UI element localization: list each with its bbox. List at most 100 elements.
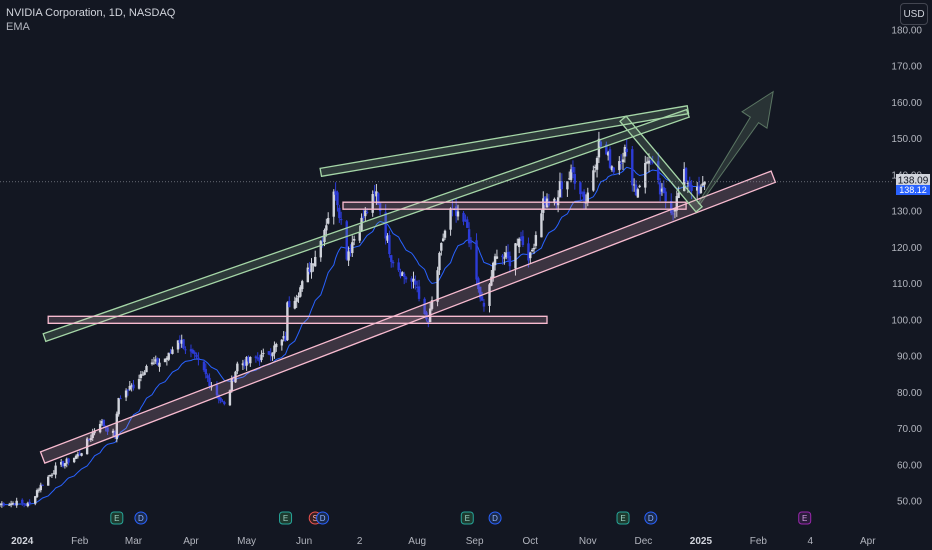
mid-range-band[interactable]	[47, 315, 548, 324]
candle-body	[449, 208, 452, 230]
event-marker-e[interactable]: E	[279, 511, 293, 525]
candle-body	[93, 431, 96, 434]
event-badge[interactable]	[644, 511, 658, 525]
event-marker-e[interactable]: E	[616, 511, 630, 525]
candle-body	[295, 297, 298, 302]
upper-range-band[interactable]	[342, 201, 687, 210]
candle-body	[414, 280, 417, 285]
candle-body	[314, 256, 317, 267]
trend-drawings[interactable]	[39, 90, 777, 464]
candle-body	[197, 357, 200, 360]
candle-body	[260, 354, 263, 360]
time-tick-label: 2	[357, 536, 363, 547]
candle-body	[631, 149, 634, 186]
candle-body	[594, 166, 597, 168]
candle-body	[332, 191, 335, 217]
event-badge[interactable]	[110, 511, 124, 525]
candle-body	[469, 241, 473, 243]
candle-body	[623, 147, 627, 157]
candle-body	[24, 504, 28, 506]
candle-body	[569, 169, 573, 180]
price-axis[interactable]: 50.00 60.00 70.00 80.00 90.00 100.00 110.00 120…	[891, 0, 932, 550]
candle-body	[662, 187, 666, 194]
candle-body	[336, 192, 339, 206]
event-marker-e[interactable]: E	[110, 511, 124, 525]
candle-body	[595, 158, 599, 170]
candle-body	[193, 352, 196, 355]
candle-body	[360, 217, 363, 232]
event-badge[interactable]	[488, 511, 502, 525]
candle-body	[532, 247, 536, 250]
candle-body	[37, 489, 41, 491]
event-marker-d[interactable]: D	[488, 511, 502, 525]
event-badge[interactable]	[134, 511, 148, 525]
candle-body	[412, 278, 415, 282]
candle-body	[501, 255, 504, 258]
event-badge[interactable]	[460, 511, 474, 525]
projection-arrow[interactable]	[697, 90, 774, 206]
chart-legend: NVIDIA Corporation, 1D, NASDAQ EMA	[6, 6, 175, 34]
candle-body	[59, 461, 63, 465]
upper-channel-band[interactable]	[42, 108, 691, 343]
candle-body	[87, 439, 91, 441]
candle-body	[384, 212, 387, 239]
event-badge[interactable]	[316, 511, 330, 525]
candle-body	[286, 302, 289, 341]
symbol-title[interactable]: NVIDIA Corporation, 1D, NASDAQ	[6, 7, 176, 19]
candle-body	[98, 424, 102, 433]
event-marker-d[interactable]: D	[644, 511, 658, 525]
candle-body	[150, 362, 154, 365]
time-axis[interactable]: 2024 Feb Mar Apr May Jun 2 Aug Sep Oct Nov Dec 2025 F…	[0, 528, 932, 550]
candle-body	[475, 240, 478, 280]
candle-body	[349, 250, 352, 252]
event-marker-e[interactable]: E	[460, 511, 474, 525]
candle-body	[430, 300, 434, 309]
candle-body	[573, 174, 577, 184]
candle-body	[558, 181, 562, 197]
candle-body	[178, 339, 182, 343]
support-channel-band[interactable]	[39, 170, 777, 464]
event-marker-e[interactable]: E	[798, 511, 812, 525]
price-tick-label: 90.00	[897, 352, 922, 363]
candle-body	[299, 287, 302, 297]
candle-body	[100, 420, 104, 424]
candle-body	[91, 432, 94, 439]
candle-body	[560, 181, 564, 190]
candle-body	[256, 357, 259, 359]
candle-body	[232, 379, 235, 381]
candle-body	[297, 295, 300, 298]
candle-body	[488, 284, 491, 306]
event-badge[interactable]	[616, 511, 630, 525]
candle-body	[143, 372, 146, 375]
candle-body	[378, 202, 382, 212]
candle-body	[241, 363, 245, 366]
candle-body	[568, 178, 571, 180]
last-price-box	[896, 174, 930, 186]
candle-body	[74, 455, 78, 459]
event-marker-d[interactable]: D	[134, 511, 148, 525]
top-channel-band[interactable]	[319, 105, 690, 178]
candle-body	[404, 277, 408, 280]
candle-body	[284, 335, 287, 342]
candle-body	[362, 216, 365, 218]
event-letter: E	[283, 514, 288, 523]
candle-body	[514, 243, 517, 269]
event-marker-d[interactable]: D	[316, 511, 330, 525]
indicator-label[interactable]: EMA	[6, 21, 30, 33]
candle-body	[76, 453, 80, 457]
currency-button[interactable]: USD	[900, 3, 928, 25]
candle-body	[686, 183, 690, 185]
candle-body	[308, 268, 311, 272]
event-badge[interactable]	[279, 511, 293, 525]
candle-body	[504, 252, 508, 258]
price-tick-label: 130.00	[891, 207, 922, 218]
candle-body	[436, 270, 439, 302]
candle-body	[542, 198, 545, 213]
short-trend-band[interactable]	[619, 115, 704, 213]
price-tick-label: 120.00	[891, 243, 922, 254]
candle-body	[267, 351, 271, 355]
candle-body	[63, 463, 67, 467]
event-badge[interactable]	[798, 511, 812, 525]
